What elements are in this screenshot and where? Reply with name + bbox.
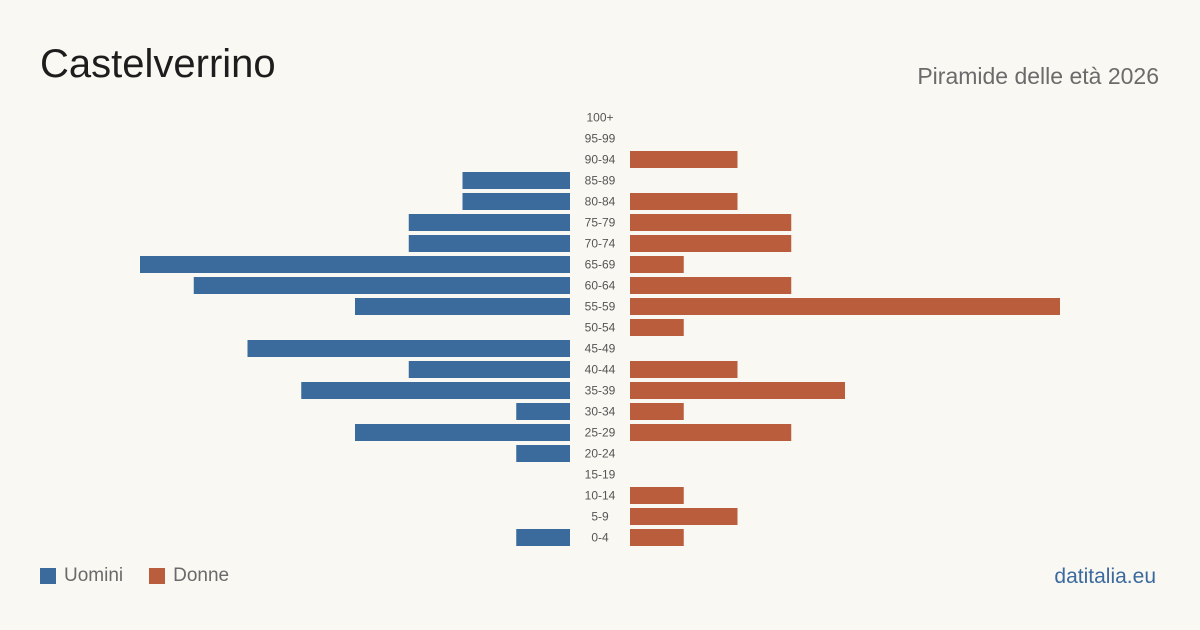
bar-men-65-69 (140, 256, 570, 273)
bar-women-65-69 (630, 256, 684, 273)
age-label-95-99: 95-99 (585, 132, 616, 146)
bar-women-80-84 (630, 193, 738, 210)
bar-women-10-14 (630, 487, 684, 504)
bar-men-75-79 (408, 214, 570, 231)
age-label-55-59: 55-59 (585, 300, 616, 314)
age-label-85-89: 85-89 (585, 174, 616, 188)
age-label-90-94: 90-94 (585, 153, 616, 167)
bar-men-0-4 (516, 529, 570, 546)
legend-label-men: Uomini (64, 565, 124, 586)
bar-men-35-39 (301, 382, 570, 399)
legend-item-women: Donne (149, 565, 229, 587)
age-label-20-24: 20-24 (585, 447, 616, 461)
legend-label-women: Donne (173, 565, 230, 586)
bar-women-55-59 (630, 298, 1060, 315)
bar-men-40-44 (408, 361, 570, 378)
bar-women-5-9 (630, 508, 738, 525)
bar-men-55-59 (355, 298, 570, 315)
bar-men-25-29 (355, 424, 570, 441)
bar-women-25-29 (630, 424, 792, 441)
bar-men-20-24 (516, 445, 570, 462)
age-label-45-49: 45-49 (585, 342, 616, 356)
bar-women-75-79 (630, 214, 792, 231)
bar-women-0-4 (630, 529, 684, 546)
bar-men-60-64 (193, 277, 570, 294)
bar-men-80-84 (462, 193, 570, 210)
age-label-35-39: 35-39 (585, 384, 616, 398)
age-label-40-44: 40-44 (585, 363, 616, 377)
bar-women-50-54 (630, 319, 684, 336)
age-label-80-84: 80-84 (585, 195, 616, 209)
bar-men-45-49 (247, 340, 570, 357)
age-label-65-69: 65-69 (585, 258, 616, 272)
legend: Uomini Donne (40, 565, 255, 587)
age-label-10-14: 10-14 (585, 489, 616, 503)
bar-women-35-39 (630, 382, 845, 399)
age-label-15-19: 15-19 (585, 468, 616, 482)
age-label-75-79: 75-79 (585, 216, 616, 230)
age-label-25-29: 25-29 (585, 426, 616, 440)
bar-women-90-94 (630, 151, 738, 168)
age-label-30-34: 30-34 (585, 405, 616, 419)
legend-swatch-men (40, 568, 56, 584)
age-label-70-74: 70-74 (585, 237, 616, 251)
age-label-60-64: 60-64 (585, 279, 616, 293)
age-label-50-54: 50-54 (585, 321, 616, 335)
bar-women-30-34 (630, 403, 684, 420)
age-label-100+: 100+ (586, 111, 613, 125)
age-label-0-4: 0-4 (591, 531, 609, 545)
bar-men-85-89 (462, 172, 570, 189)
age-label-5-9: 5-9 (591, 510, 609, 524)
legend-swatch-women (149, 568, 166, 584)
bar-men-30-34 (516, 403, 570, 420)
bar-women-60-64 (630, 277, 792, 294)
brand-link[interactable]: datitalia.eu (1054, 565, 1156, 588)
chart-title: Castelverrino (40, 42, 276, 86)
chart-subtitle: Piramide delle età 2026 (917, 63, 1159, 89)
legend-item-men: Uomini (40, 565, 123, 587)
bar-women-70-74 (630, 235, 792, 252)
bar-men-70-74 (408, 235, 570, 252)
bar-women-40-44 (630, 361, 738, 378)
